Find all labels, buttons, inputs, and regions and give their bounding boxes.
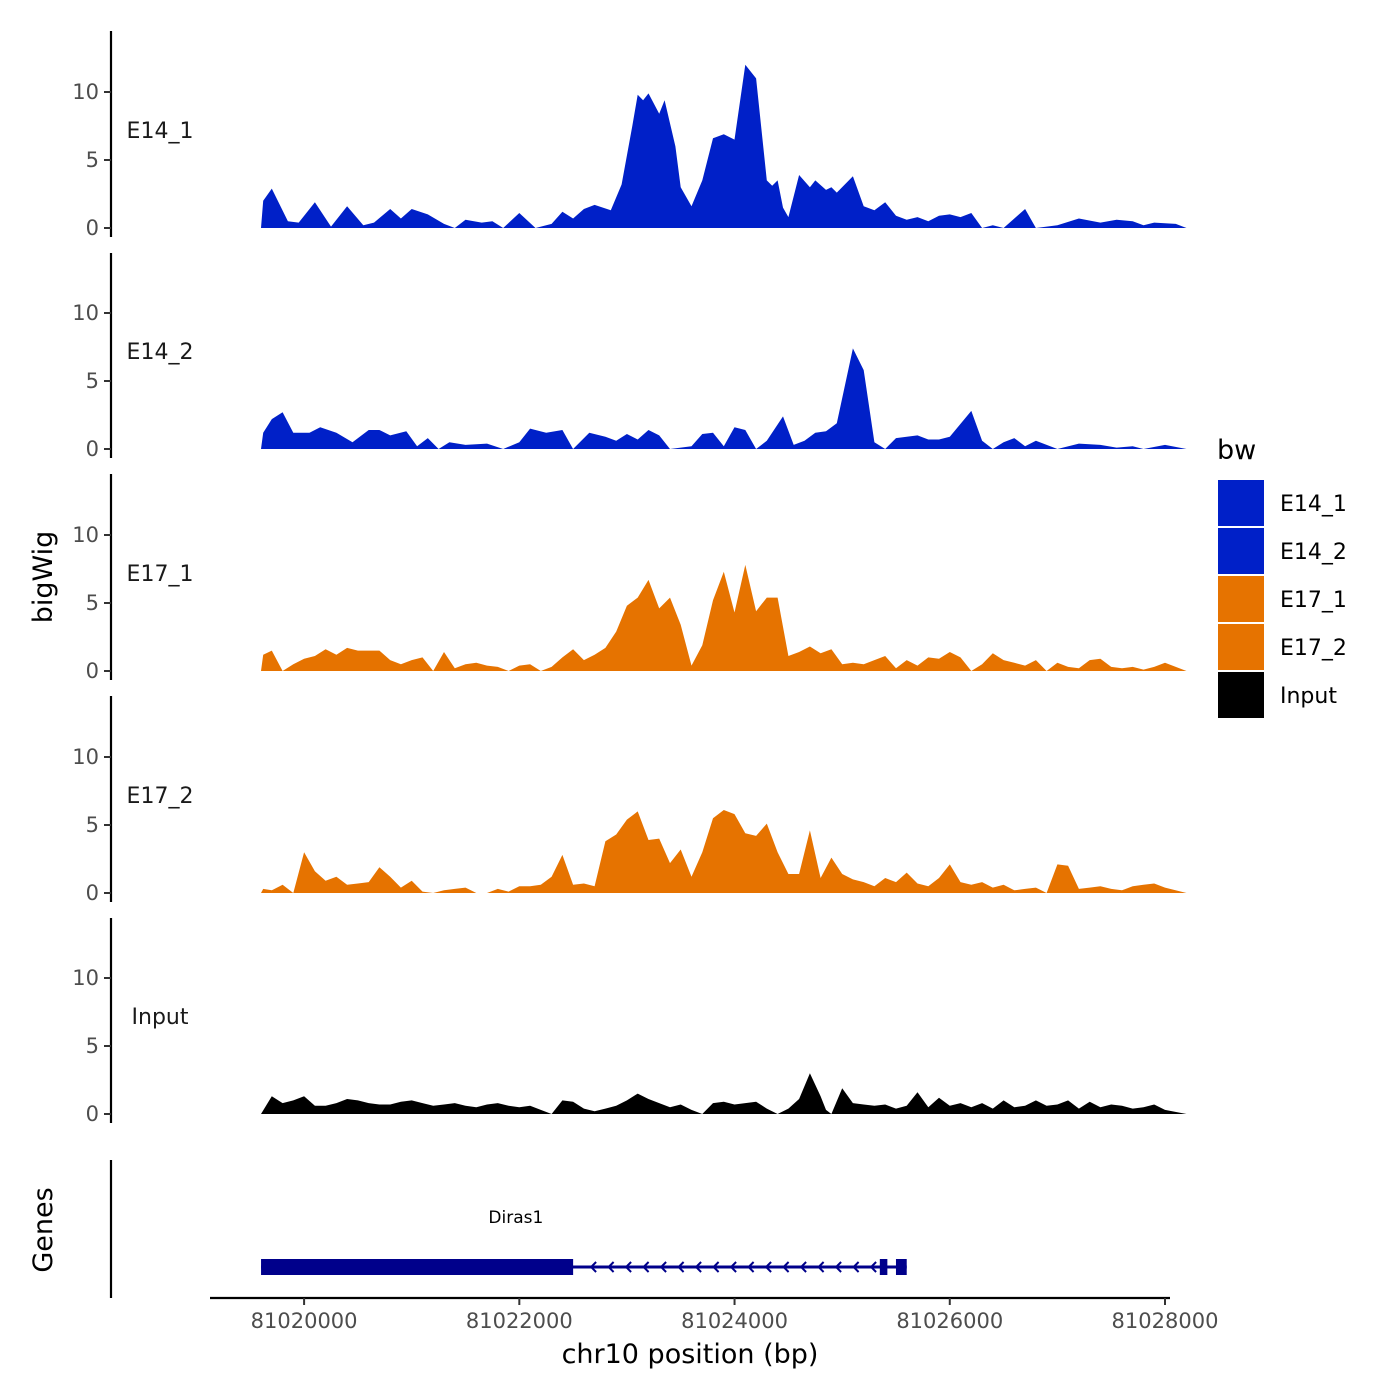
x-axis: 81020000 81022000 81024000 81026000 81028000: [210, 1296, 1219, 1333]
x-tick-label: 81020000: [251, 1309, 358, 1333]
y-tick-label: 5: [86, 591, 99, 615]
strand-arrow: [799, 1261, 807, 1273]
track-label-E17_2: E17_2: [127, 784, 194, 809]
strand-arrow: [852, 1261, 860, 1273]
track-label-Input: Input: [132, 1005, 189, 1030]
genes-panel-label: Genes: [28, 1187, 59, 1272]
gene-exon-block: [895, 1259, 907, 1275]
strand-arrow: [694, 1261, 702, 1273]
track-E17_2: 0 5 10 E17_2: [72, 696, 1187, 905]
y-tick-label: 0: [86, 437, 99, 461]
strand-arrow: [729, 1261, 737, 1273]
x-tick-label: 81028000: [1112, 1309, 1219, 1333]
strand-arrow: [764, 1261, 772, 1273]
strand-arrow: [834, 1261, 842, 1273]
y-tick-label: 5: [86, 1034, 99, 1058]
genes-panel: Genes Diras1: [28, 1160, 907, 1298]
strand-arrow: [747, 1261, 755, 1273]
strand-arrow: [642, 1261, 650, 1273]
y-tick-label: 10: [72, 80, 99, 104]
signal-area-E17_2: [261, 810, 1187, 893]
track-E17_1: 0 5 10 E17_1: [72, 474, 1187, 683]
strand-arrow: [607, 1261, 615, 1273]
signal-tracks: 0 5 10 E14_1 0 5 10 E14_2 0 5 10 E17_1 0 5 10 E17_2 0 5 10…: [72, 31, 1187, 1126]
y-tick-label: 5: [86, 813, 99, 837]
track-E14_2: 0 5 10 E14_2: [72, 253, 1187, 461]
legend-swatch-E14_1: [1218, 480, 1264, 526]
legend-swatch-E17_2: [1218, 624, 1264, 670]
strand-arrow: [712, 1261, 720, 1273]
strand-arrow: [817, 1261, 825, 1273]
legend-title: bw: [1217, 435, 1256, 466]
x-axis-title: chr10 position (bp): [562, 1339, 819, 1370]
track-label-E17_1: E17_1: [127, 562, 194, 587]
y-tick-label: 10: [72, 523, 99, 547]
gene-exon-block: [879, 1259, 888, 1275]
y-tick-label: 0: [86, 881, 99, 905]
x-tick-label: 81022000: [466, 1309, 573, 1333]
track-E14_1: 0 5 10 E14_1: [72, 31, 1187, 240]
y-tick-label: 10: [72, 301, 99, 325]
legend-label-E14_2: E14_2: [1280, 540, 1347, 565]
legend-swatch-E17_1: [1218, 576, 1264, 622]
x-tick-label: 81026000: [896, 1309, 1003, 1333]
signal-area-Input: [261, 1073, 1187, 1114]
strand-arrow: [659, 1261, 667, 1273]
track-label-E14_1: E14_1: [127, 119, 194, 144]
gene-name-label: Diras1: [488, 1208, 543, 1228]
y-tick-label: 10: [72, 745, 99, 769]
legend-swatch-E14_2: [1218, 528, 1264, 574]
y-tick-label: 10: [72, 966, 99, 990]
signal-area-E14_2: [261, 348, 1187, 449]
x-tick-label: 81024000: [681, 1309, 788, 1333]
legend-label-E14_1: E14_1: [1280, 492, 1347, 517]
y-tick-label: 5: [86, 148, 99, 172]
legend-label-E17_1: E17_1: [1280, 588, 1347, 613]
strand-arrow: [589, 1261, 597, 1273]
signal-area-E14_1: [261, 64, 1187, 228]
y-axis-title: bigWig: [28, 531, 59, 624]
y-tick-label: 5: [86, 369, 99, 393]
strand-arrow: [677, 1261, 685, 1273]
strand-arrow: [624, 1261, 632, 1273]
legend-swatch-Input: [1218, 672, 1264, 718]
legend-label-E17_2: E17_2: [1280, 636, 1347, 661]
y-tick-label: 0: [86, 1102, 99, 1126]
gene-exon-block: [261, 1259, 574, 1275]
y-tick-label: 0: [86, 659, 99, 683]
track-label-E14_2: E14_2: [127, 340, 194, 365]
legend-label-Input: Input: [1280, 684, 1337, 709]
signal-area-E17_1: [261, 564, 1187, 671]
strand-arrow: [869, 1261, 877, 1273]
legend: bw E14_1 E14_2 E17_1 E17_2 Input: [1217, 435, 1347, 718]
y-tick-label: 0: [86, 216, 99, 240]
track-Input: 0 5 10 Input: [72, 918, 1187, 1126]
strand-arrow: [782, 1261, 790, 1273]
